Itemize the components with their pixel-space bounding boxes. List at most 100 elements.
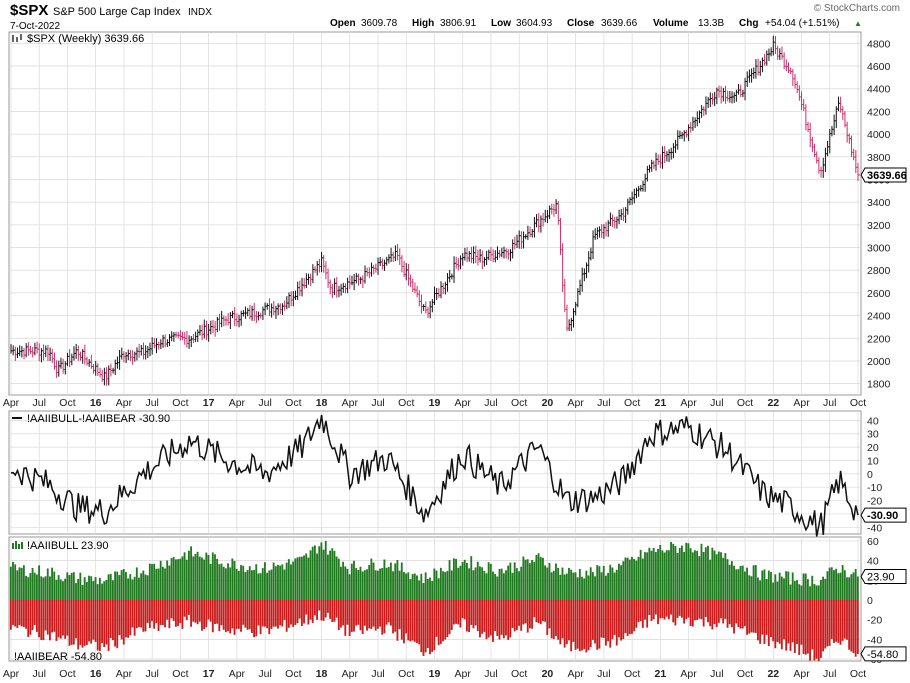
bull-bar xyxy=(433,568,436,600)
price-y-ticks: 1800200022002400260028003000320034003600… xyxy=(867,38,891,390)
bear-bar xyxy=(348,599,351,637)
bear-bar xyxy=(455,599,457,624)
y-tick-label: -20 xyxy=(867,615,882,627)
bear-bar xyxy=(342,599,345,626)
y-tick-label: 60 xyxy=(867,536,879,548)
bear-bar xyxy=(822,599,825,652)
bear-bar xyxy=(485,599,488,640)
bull-bar xyxy=(53,571,56,600)
x-tick-label: Apr xyxy=(793,668,810,680)
bull-bar xyxy=(177,559,179,600)
bull-bar xyxy=(696,550,699,600)
bull-bar xyxy=(596,565,599,600)
bull-bar xyxy=(422,582,425,600)
bull-bar xyxy=(218,564,221,600)
bull-bar xyxy=(620,565,623,600)
bull-bar xyxy=(802,573,805,600)
bear-bar xyxy=(159,599,162,625)
bull-bar xyxy=(563,574,566,600)
bear-bar xyxy=(598,599,601,649)
bear-bar xyxy=(830,599,833,639)
bull-bar xyxy=(631,556,633,600)
bear-bar xyxy=(806,599,809,654)
bear-bar xyxy=(609,599,612,648)
bear-bar xyxy=(770,599,772,638)
bear-bar xyxy=(730,599,733,628)
bear-bar xyxy=(335,599,338,618)
bull-bar xyxy=(374,570,377,600)
bear-bar xyxy=(689,599,692,627)
x-tick-label: Oct xyxy=(285,397,301,409)
bear-bar xyxy=(313,599,316,616)
x-tick-label: 18 xyxy=(316,668,328,680)
bull-bar xyxy=(272,562,275,600)
bear-bar xyxy=(785,599,788,651)
bull-bar xyxy=(442,571,444,600)
bear-bar xyxy=(646,599,649,628)
bull-bar xyxy=(785,571,788,600)
price-last-value-tag: 3639.66 xyxy=(860,167,907,183)
bull-bar xyxy=(20,567,23,600)
bear-bar xyxy=(802,599,805,654)
bull-bar xyxy=(329,550,332,600)
bull-bar xyxy=(448,560,451,600)
bear-bar xyxy=(750,599,753,633)
bear-bar xyxy=(353,599,355,632)
bull-bar xyxy=(687,543,690,600)
bear-bar xyxy=(355,599,358,626)
bear-bar xyxy=(264,599,266,627)
bull-bar xyxy=(800,585,803,600)
bull-bar xyxy=(159,560,162,600)
bull-bar xyxy=(138,577,140,600)
bull-bar xyxy=(270,569,273,600)
bear-bar xyxy=(739,599,742,629)
bull-bar xyxy=(494,574,497,600)
bull-bar xyxy=(544,565,547,600)
bear-bar xyxy=(444,599,447,640)
x-tick-label: Apr xyxy=(342,397,359,409)
bull-bar xyxy=(437,578,440,600)
bear-bar xyxy=(450,599,453,631)
bear-bar xyxy=(337,599,340,631)
bear-bar xyxy=(392,599,394,634)
bull-bar xyxy=(650,550,653,600)
bull-bar xyxy=(224,568,227,600)
bull-bar xyxy=(55,579,58,600)
bear-bar xyxy=(196,599,199,625)
x-tick-label: 19 xyxy=(429,668,441,680)
bear-bar xyxy=(389,599,392,626)
bear-bar xyxy=(422,599,425,656)
bull-bar xyxy=(418,580,421,600)
bear-bar xyxy=(789,599,792,651)
bear-bar xyxy=(274,599,277,627)
bull-bar xyxy=(274,566,277,600)
bull-bar xyxy=(27,577,30,600)
bear-bar xyxy=(778,599,781,644)
y-tick-label: 3400 xyxy=(867,197,891,209)
price-bars xyxy=(10,35,860,386)
bear-bar xyxy=(678,599,681,616)
bear-bar xyxy=(568,599,570,641)
bull-bar xyxy=(324,540,327,600)
bear-bar xyxy=(9,599,12,630)
bull-bar xyxy=(64,578,67,600)
bear-bar xyxy=(242,599,245,625)
bull-bar xyxy=(381,568,384,600)
x-tick-label: 22 xyxy=(767,397,779,409)
x-tick-label: Jul xyxy=(710,397,723,409)
bull-bar xyxy=(277,564,279,600)
bull-bar xyxy=(587,575,590,600)
bear-bar xyxy=(172,599,175,621)
bull-bar xyxy=(746,567,748,600)
bear-bar xyxy=(224,599,227,633)
bull-bar xyxy=(833,570,835,600)
y-tick-label: 30 xyxy=(867,429,879,441)
bear-bar xyxy=(676,599,679,618)
bull-bar xyxy=(303,555,305,600)
bear-bar xyxy=(835,599,838,642)
bull-bar xyxy=(637,556,640,600)
bull-bar xyxy=(242,565,245,600)
bull-bar xyxy=(676,552,679,600)
bear-bar xyxy=(90,599,93,644)
